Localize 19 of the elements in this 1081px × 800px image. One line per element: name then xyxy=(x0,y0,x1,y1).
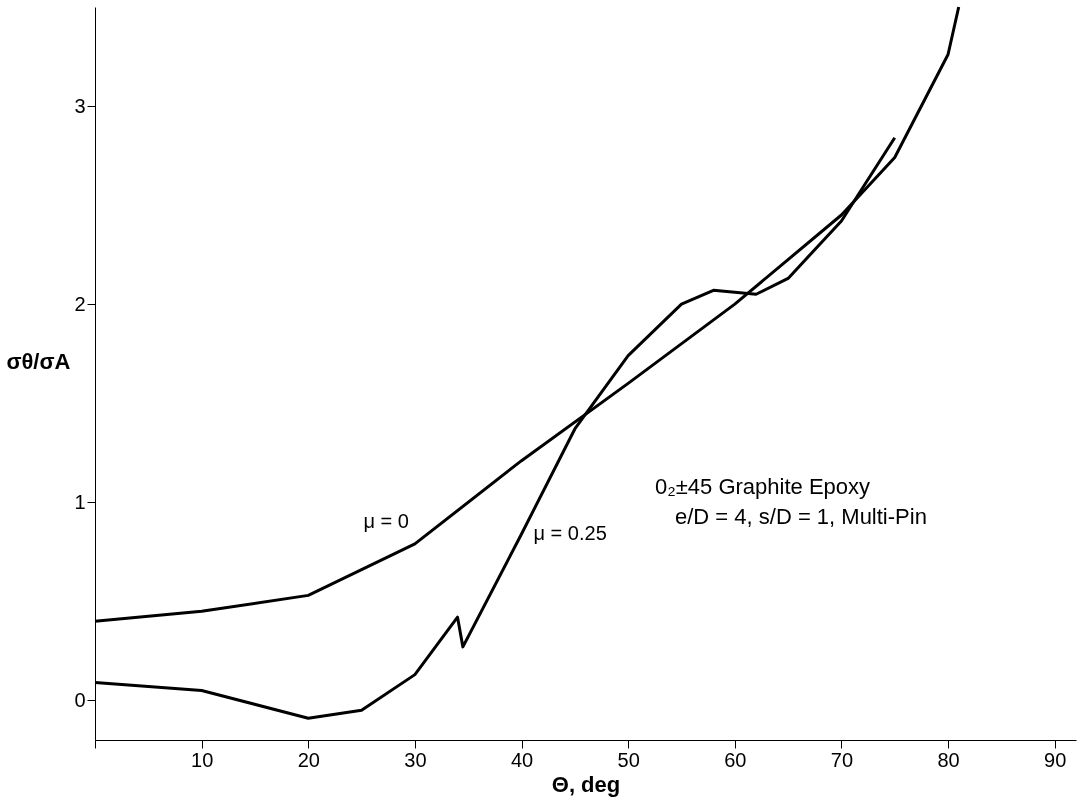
y-tick-label: 3 xyxy=(74,94,86,117)
x-tick-label: 20 xyxy=(297,748,320,771)
series-label: μ = 0 xyxy=(363,509,409,532)
x-tick-label: 50 xyxy=(617,748,640,771)
y-tick-label: 0 xyxy=(74,688,86,711)
series-label: μ = 0.25 xyxy=(533,521,607,544)
x-tick-label: 30 xyxy=(404,748,427,771)
x-tick-label: 80 xyxy=(937,748,960,771)
x-tick-label: 70 xyxy=(830,748,854,771)
x-tick-label: 90 xyxy=(1044,748,1067,771)
annotation: 0₂±45 Graphite Epoxy xyxy=(655,474,871,499)
x-axis-title: Θ, deg xyxy=(551,771,621,797)
y-tick-label: 1 xyxy=(74,490,86,513)
annotation: e/D = 4, s/D = 1, Multi-Pin xyxy=(675,504,927,529)
x-tick-label: 60 xyxy=(724,748,747,771)
y-axis-title: σθ/σA xyxy=(6,349,71,374)
x-tick-label: 40 xyxy=(510,748,534,771)
x-tick-label: 10 xyxy=(191,748,214,771)
y-tick-label: 2 xyxy=(74,292,86,315)
